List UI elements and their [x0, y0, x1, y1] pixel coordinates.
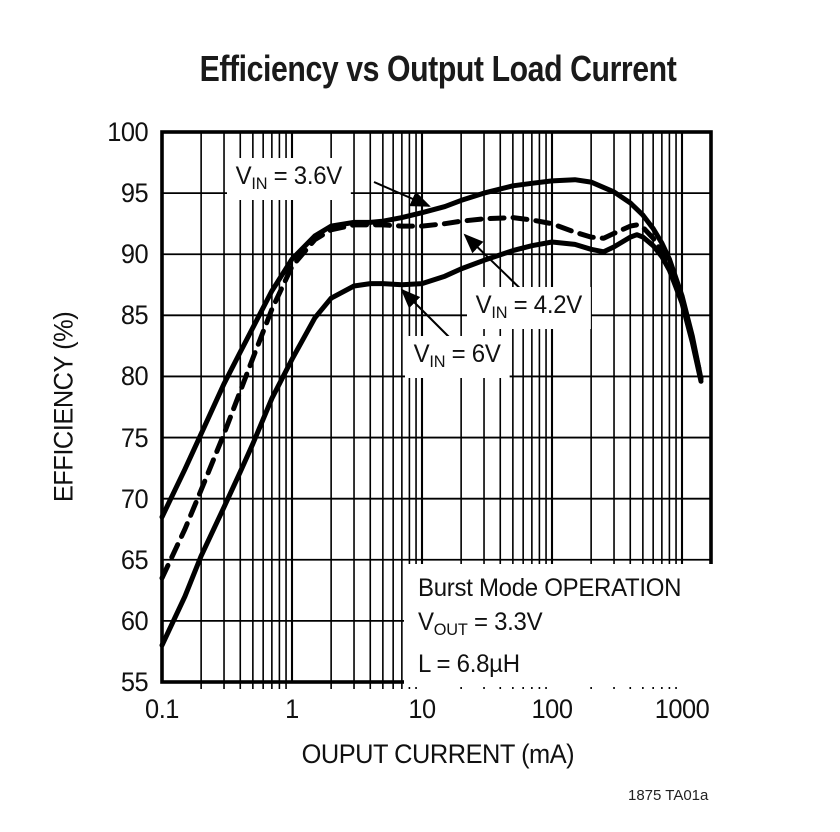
curve-vin-3.6v	[159, 177, 704, 520]
curve-vin-6v	[159, 232, 704, 648]
x-tick-label-10: 10	[408, 694, 436, 724]
figure-number: 1875 TA01a	[628, 787, 709, 804]
y-tick-label-60: 60	[120, 605, 149, 636]
y-tick-label-100: 100	[107, 117, 149, 147]
curve-label-vin-6v: VIN = 6V	[405, 336, 510, 378]
curve-label-vin-4v2-rest: = 4.2V	[507, 291, 583, 319]
y-tick-label-65: 65	[120, 544, 149, 575]
data-curves	[159, 177, 704, 648]
annotation-line-vout: VOUT = 3.3V	[418, 605, 702, 647]
x-tick-label-1000: 1000	[654, 694, 710, 724]
curve-label-vin-4v2-sub: IN	[491, 303, 508, 322]
curve-label-vin-3v6-base: V	[235, 162, 252, 190]
y-axis-title: EFFICIENCY (%)	[48, 311, 79, 503]
y-tick-label-90: 90	[120, 239, 149, 270]
chart-title: Efficiency vs Output Load Current	[199, 48, 677, 89]
annotation-line-inductor: L = 6.8µH	[418, 650, 520, 678]
curve-label-vin-3v6-rest: = 3.6V	[267, 162, 343, 190]
y-tick-label-85: 85	[120, 300, 149, 331]
curve-label-vin-6v-base: V	[413, 340, 430, 368]
annotation-line-burst-mode: Burst Mode OPERATION	[418, 574, 682, 602]
annotation-vout-sub: OUT	[433, 620, 468, 639]
y-tick-label-75: 75	[120, 422, 149, 453]
curve-vin-4.2v	[159, 215, 704, 581]
y-tick-label-70: 70	[120, 483, 149, 514]
y-tick-label-95: 95	[120, 178, 149, 209]
curve-label-vin-6v-sub: IN	[429, 352, 446, 371]
curve-label-vin-4v2: VIN = 4.2V	[467, 287, 591, 329]
x-tick-label-100: 100	[531, 694, 573, 724]
curve-label-vin-4v2-base: V	[475, 291, 492, 319]
x-axis-title: OUPUT CURRENT (mA)	[301, 739, 575, 769]
curve-label-vin-6v-rest: = 6V	[445, 340, 501, 368]
x-tick-label-0.1: 0.1	[145, 694, 179, 724]
y-tick-label-80: 80	[120, 361, 149, 392]
curve-label-vin-3v6-sub: IN	[251, 174, 268, 193]
annotation-vout-rest: = 3.3V	[467, 608, 543, 636]
x-tick-label-1: 1	[285, 694, 299, 724]
annotation-vout-base: V	[418, 608, 434, 636]
curve-label-vin-3v6: VIN = 3.6V	[227, 158, 351, 200]
y-tick-label-55: 55	[120, 667, 149, 697]
conditions-annotation: Burst Mode OPERATION VOUT = 3.3V L = 6.8…	[404, 564, 714, 687]
